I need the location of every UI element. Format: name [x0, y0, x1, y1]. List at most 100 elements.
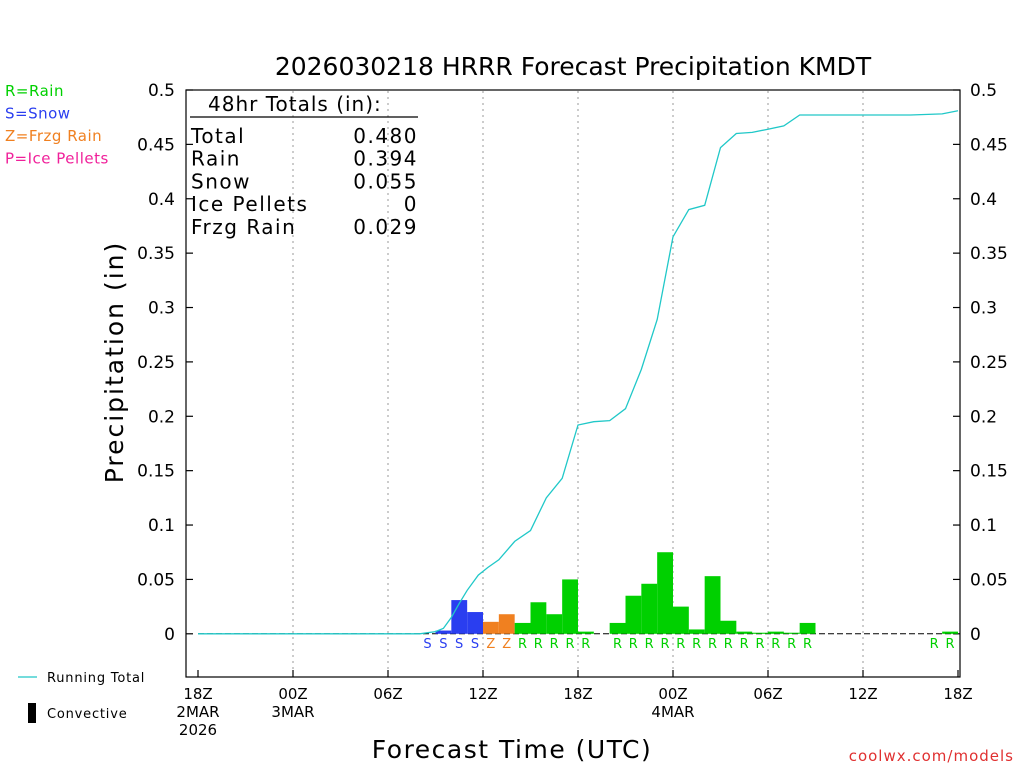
y-tick-label-left: 0.5: [148, 81, 175, 101]
y-tick-label-right: 0.35: [970, 244, 1008, 264]
y-tick-label-right: 0.45: [970, 135, 1008, 155]
x-axis-label: Forecast Time (UTC): [372, 735, 652, 764]
totals-value: 0.029: [353, 215, 418, 239]
totals-label: Total: [190, 124, 245, 148]
y-tick-label-left: 0.4: [148, 190, 175, 210]
convective-swatch: [28, 703, 36, 723]
y-tick-label-right: 0.05: [970, 570, 1008, 590]
precip-bar: [799, 622, 816, 634]
y-tick-label-left: 0.2: [148, 407, 175, 427]
precip-bar: [609, 622, 626, 634]
totals-value: 0.394: [353, 147, 418, 171]
ptype-letter: R: [724, 637, 733, 652]
running-total-line: [198, 110, 959, 635]
precip-bar: [530, 602, 547, 634]
y-tick-label-left: 0.1: [148, 516, 175, 536]
precip-bar: [768, 631, 784, 634]
y-tick-label-right: 0: [970, 625, 981, 645]
x-tick-label: 12Z: [848, 685, 877, 703]
precip-bar: [451, 600, 468, 634]
ptype-letter: Z: [486, 637, 495, 652]
y-tick-label-left: 0.25: [137, 353, 175, 373]
precip-bar: [562, 579, 578, 634]
plot-frame: [185, 89, 961, 678]
convective-legend-label: Convective: [47, 707, 128, 722]
ptype-letter: R: [945, 637, 954, 652]
y-tick-label-left: 0.05: [137, 570, 175, 590]
ptype-letter: S: [471, 637, 479, 652]
ptype-letter: R: [708, 637, 717, 652]
precip-bar: [483, 621, 499, 634]
precip-bar: [942, 631, 958, 634]
y-axis-left: 0 0.05 0.1 0.15 0.2 0.25 0.3 0.35 0.4 0.45 0.5: [137, 81, 193, 645]
ptype-letter: S: [439, 637, 447, 652]
precip-bar: [578, 631, 594, 634]
totals-value: 0.480: [353, 124, 418, 148]
precip-bar: [625, 595, 642, 634]
ptype-letter: R: [534, 637, 543, 652]
totals-label: Snow: [191, 169, 251, 193]
ptype-letter: Z: [502, 637, 511, 652]
y-tick-label-left: 0.35: [137, 244, 175, 264]
precip-bar: [704, 576, 721, 634]
hourly-bars: [435, 552, 958, 634]
ptype-letter: R: [692, 637, 701, 652]
x-tick-label: 2MAR: [176, 703, 219, 721]
ptype-letter: R: [660, 637, 669, 652]
x-tick-label: 18Z: [563, 685, 592, 703]
ptype-letter: S: [423, 637, 431, 652]
chart-title: 2026030218 HRRR Forecast Precipitation K…: [275, 52, 872, 81]
ptype-letter: S: [455, 637, 463, 652]
credit-text: coolwx.com/models: [849, 747, 1014, 765]
running-total-legend-label: Running Total: [47, 671, 145, 686]
ptype-legend-item: Z=Frzg Rain: [5, 127, 102, 145]
ptype-letter: R: [613, 637, 622, 652]
precip-bar: [514, 622, 531, 634]
x-tick-label: 18Z: [183, 685, 212, 703]
y-axis-right: 0 0.05 0.1 0.15 0.2 0.25 0.3 0.35 0.4 0.45 0.5: [953, 81, 1008, 645]
ptype-letter: R: [930, 637, 939, 652]
x-tick-label: 06Z: [373, 685, 402, 703]
y-tick-label-right: 0.5: [970, 81, 997, 101]
x-tick-label: 06Z: [753, 685, 782, 703]
ptype-letter: R: [550, 637, 559, 652]
ptype-letter: R: [755, 637, 764, 652]
x-tick-label: 4MAR: [651, 703, 694, 721]
precip-bar: [673, 606, 689, 634]
x-tick-label: 00Z: [278, 685, 307, 703]
y-tick-label-right: 0.3: [970, 299, 997, 319]
y-tick-label-right: 0.2: [970, 407, 997, 427]
ptype-letter: R: [771, 637, 780, 652]
precip-bar: [657, 552, 673, 634]
precip-bar: [546, 614, 563, 634]
ptype-legend: R=Rain S=Snow Z=Frzg Rain P=Ice Pellets: [5, 82, 109, 168]
precip-bar: [736, 631, 753, 634]
ptype-legend-item: R=Rain: [5, 82, 64, 100]
x-tick-label: 00Z: [658, 685, 687, 703]
precip-bar: [467, 612, 483, 634]
ptype-letter: R: [645, 637, 654, 652]
precip-bar: [641, 583, 658, 634]
totals-label: Rain: [191, 147, 241, 171]
ptype-letter: R: [629, 637, 638, 652]
ptype-letter: R: [565, 637, 574, 652]
precip-bar: [688, 629, 705, 634]
bottom-legend: Running Total Convective: [18, 671, 145, 723]
precip-bar: [498, 614, 515, 634]
ptype-legend-item: P=Ice Pellets: [5, 150, 109, 168]
totals-value: 0: [404, 192, 418, 216]
ptype-letter: R: [803, 637, 812, 652]
y-tick-label-right: 0.4: [970, 190, 997, 210]
y-tick-label-right: 0.15: [970, 462, 1008, 482]
ptype-legend-item: S=Snow: [5, 105, 71, 123]
totals-box: 48hr Totals (in): Total 0.480 Rain 0.394 Sno…: [190, 92, 418, 239]
y-tick-label-right: 0.1: [970, 516, 997, 536]
y-axis-label: Precipitation (in): [100, 241, 129, 484]
ptype-letter: R: [581, 637, 590, 652]
ptype-letter: R: [518, 637, 527, 652]
x-tick-label: 18Z: [943, 685, 972, 703]
precip-bar: [752, 632, 768, 634]
y-tick-label-left: 0: [164, 625, 175, 645]
